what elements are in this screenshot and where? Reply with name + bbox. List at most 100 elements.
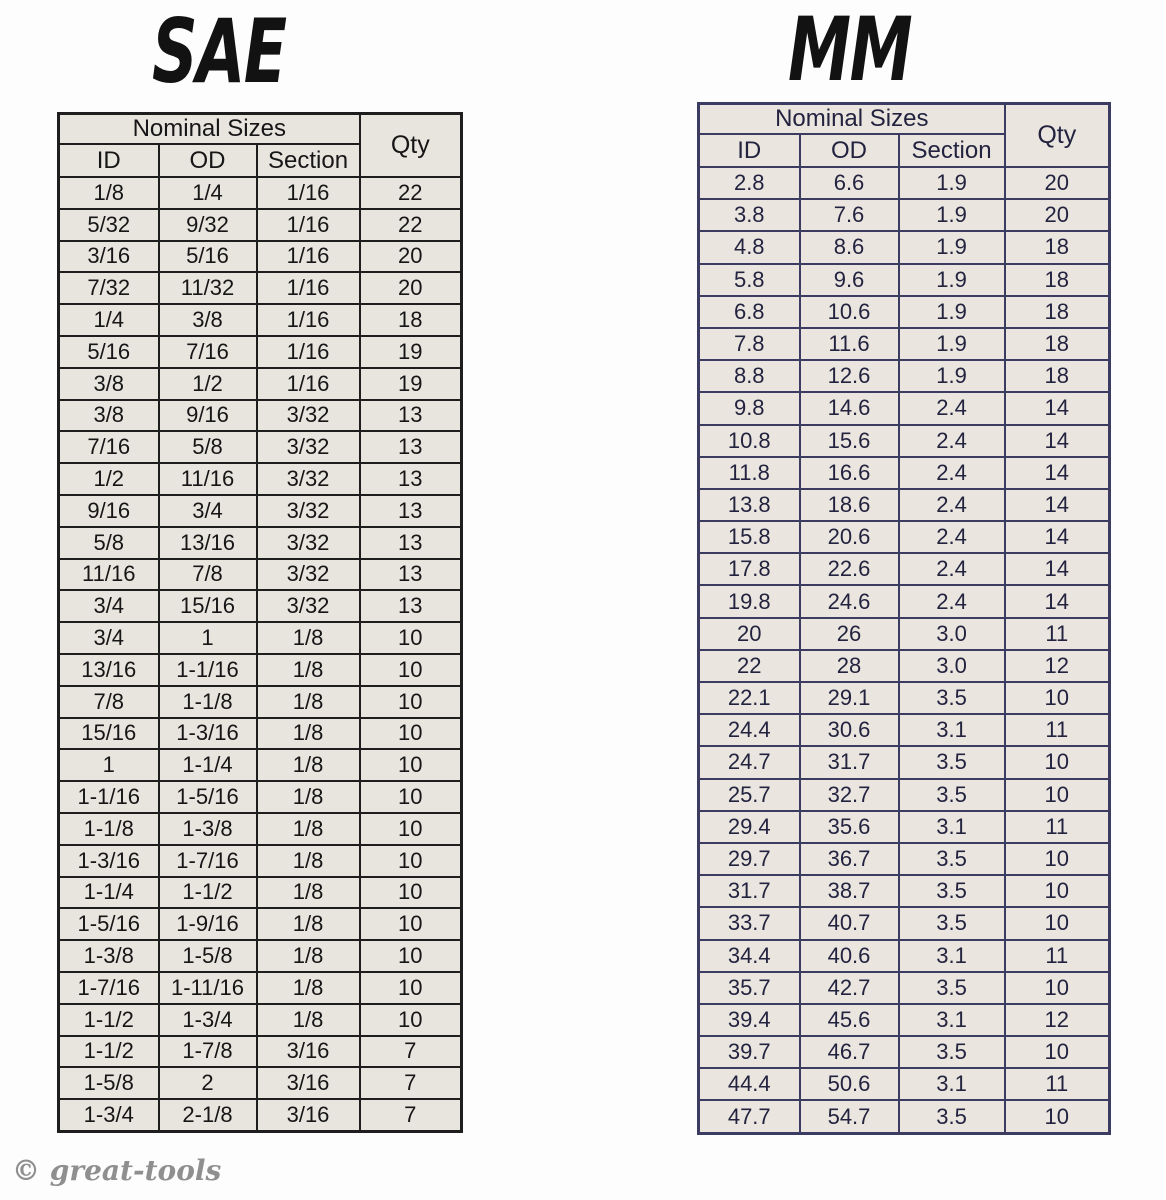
data-cell: 24.6 <box>798 584 900 619</box>
table-row: 22.1 29.1 3.5 10 <box>697 680 1111 716</box>
column-header-section: Section <box>255 143 361 178</box>
data-cell: 3.5 <box>897 841 1006 877</box>
data-cell: 1/8 <box>255 875 361 910</box>
data-cell: 3/8 <box>57 366 160 401</box>
data-cell: 40.7 <box>798 906 900 941</box>
data-cell: 39.7 <box>697 1035 801 1070</box>
table-row: 22 28 3.0 12 <box>697 648 1111 684</box>
data-cell: 9/16 <box>157 398 258 433</box>
data-cell: 13/16 <box>157 525 258 560</box>
table-row: 1-7/16 1-11/16 1/8 10 <box>57 970 463 1005</box>
data-cell: 6.6 <box>798 165 900 201</box>
table-row: 15.8 20.6 2.4 14 <box>697 520 1111 555</box>
data-cell: 1/8 <box>255 811 361 846</box>
data-cell: 10 <box>1003 680 1111 716</box>
data-cell: 1.9 <box>897 294 1006 329</box>
data-cell: 9.6 <box>798 262 900 297</box>
data-cell: 2.4 <box>897 584 1006 619</box>
data-cell: 15/16 <box>57 716 160 751</box>
data-cell: 3/4 <box>57 589 160 624</box>
table-row: 35.7 42.7 3.5 10 <box>697 970 1111 1005</box>
data-cell: 3/16 <box>255 1066 361 1101</box>
table-row: 5/8 13/16 3/32 13 <box>57 525 463 560</box>
data-cell: 10 <box>358 780 463 814</box>
data-cell: 1/16 <box>255 239 361 274</box>
data-cell: 19 <box>358 334 463 369</box>
data-cell: 13.8 <box>697 487 801 523</box>
data-cell: 10 <box>1003 745 1111 780</box>
data-cell: 31.7 <box>798 745 900 780</box>
table-row: 34.4 40.6 3.1 11 <box>697 938 1111 973</box>
data-cell: 3.5 <box>897 1099 1006 1135</box>
data-cell: 18.6 <box>798 487 900 523</box>
data-cell: 1-9/16 <box>157 907 258 942</box>
data-cell: 9.8 <box>697 391 801 426</box>
data-cell: 1-7/16 <box>57 970 160 1005</box>
data-cell: 3/32 <box>255 589 361 624</box>
data-cell: 11/32 <box>157 271 258 306</box>
data-cell: 22 <box>358 176 463 210</box>
data-cell: 54.7 <box>798 1099 900 1135</box>
data-cell: 1-1/16 <box>57 780 160 814</box>
data-cell: 10 <box>1003 1035 1111 1070</box>
data-cell: 1 <box>157 621 258 655</box>
data-cell: 17.8 <box>697 552 801 587</box>
data-cell: 7.8 <box>697 326 801 362</box>
data-cell: 2.4 <box>897 391 1006 426</box>
data-cell: 10 <box>358 716 463 751</box>
data-cell: 1-1/4 <box>57 875 160 910</box>
table-row: 9.8 14.6 2.4 14 <box>697 391 1111 426</box>
data-cell: 1/2 <box>57 462 160 496</box>
data-cell: 5/32 <box>57 207 160 242</box>
table-row: 1-3/4 2-1/8 3/16 7 <box>57 1098 463 1133</box>
data-cell: 25.7 <box>697 777 801 812</box>
table-row: 1-3/8 1-5/8 1/8 10 <box>57 939 463 973</box>
data-cell: 3/32 <box>255 430 361 465</box>
data-cell: 30.6 <box>798 713 900 748</box>
data-cell: 3.5 <box>897 970 1006 1005</box>
data-cell: 22 <box>358 207 463 242</box>
data-cell: 3/16 <box>255 1098 361 1133</box>
data-cell: 11 <box>1003 809 1111 844</box>
table-row: 1-1/2 1-3/4 1/8 10 <box>57 1002 463 1037</box>
data-cell: 13 <box>358 430 463 465</box>
data-cell: 7/8 <box>157 557 258 592</box>
data-cell: 11/16 <box>57 557 160 592</box>
data-cell: 7 <box>358 1098 463 1133</box>
mm-size-table: Nominal Sizes Qty ID OD Section 2.8 6.6 1.9 20 3.… <box>697 102 1112 1135</box>
table-row: 6.8 10.6 1.9 18 <box>697 294 1111 329</box>
data-cell: 1/4 <box>57 303 160 337</box>
data-cell: 18 <box>1003 359 1111 394</box>
table-row: 31.7 38.7 3.5 10 <box>697 874 1111 909</box>
data-cell: 1/16 <box>255 176 361 210</box>
data-cell: 1-1/16 <box>157 652 258 687</box>
data-cell: 1-5/8 <box>157 939 258 973</box>
data-cell: 5.8 <box>697 262 801 297</box>
data-cell: 10 <box>1003 906 1111 941</box>
data-cell: 50.6 <box>798 1067 900 1102</box>
data-cell: 38.7 <box>798 874 900 909</box>
data-cell: 1-11/16 <box>157 970 258 1005</box>
data-cell: 2-1/8 <box>157 1098 258 1133</box>
table-row: 1-5/16 1-9/16 1/8 10 <box>57 907 463 942</box>
data-cell: 3/32 <box>255 493 361 528</box>
data-cell: 1/2 <box>157 366 258 401</box>
group-header-row: Nominal Sizes Qty <box>697 102 1111 168</box>
data-cell: 1/16 <box>255 366 361 401</box>
data-cell: 14 <box>1003 391 1111 426</box>
table-row: 5/32 9/32 1/16 22 <box>57 207 463 242</box>
data-cell: 1/8 <box>255 970 361 1005</box>
data-cell: 28 <box>798 648 900 684</box>
data-cell: 10.6 <box>798 294 900 329</box>
data-cell: 2.4 <box>897 455 1006 490</box>
data-cell: 20 <box>1003 198 1111 233</box>
data-cell: 3.5 <box>897 680 1006 716</box>
data-cell: 1/8 <box>255 652 361 687</box>
table-row: 19.8 24.6 2.4 14 <box>697 584 1111 619</box>
data-cell: 1/4 <box>157 176 258 210</box>
table-row: 9/16 3/4 3/32 13 <box>57 493 463 528</box>
data-cell: 11.8 <box>697 455 801 490</box>
data-cell: 12 <box>1003 1002 1111 1038</box>
data-cell: 14 <box>1003 584 1111 619</box>
